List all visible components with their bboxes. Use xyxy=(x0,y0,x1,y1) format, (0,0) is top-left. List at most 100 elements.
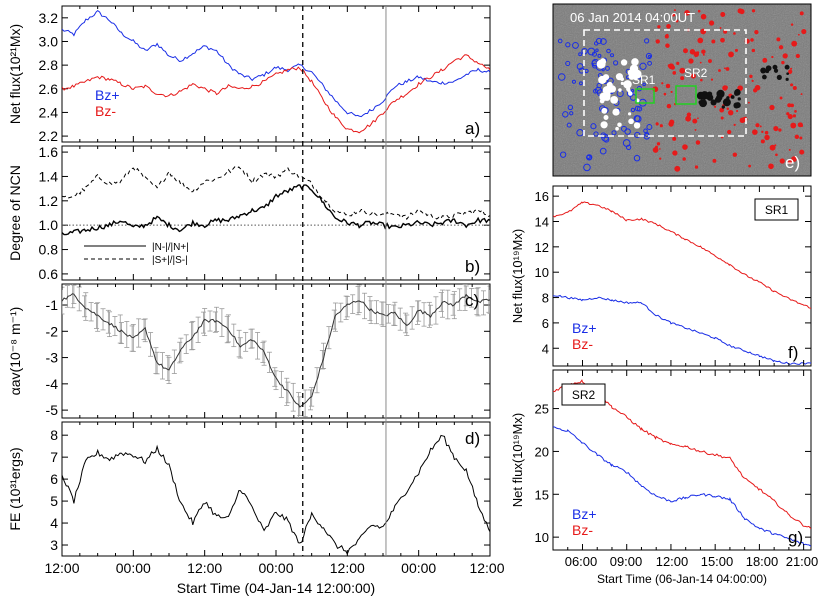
panel-f-label: f) xyxy=(788,343,798,362)
field-patch xyxy=(595,37,603,45)
left-x-tick-5: 00:00 xyxy=(401,560,436,576)
field-patch xyxy=(628,73,636,80)
y-tick-label: 12 xyxy=(535,240,549,255)
panel-a-yticks: 2.2 2.4 2.6 2.8 3.0 3.2 xyxy=(39,10,490,144)
field-patch xyxy=(779,96,783,100)
field-patch xyxy=(559,151,567,158)
field-patch xyxy=(759,125,762,128)
panel-e-magnetogram: 06 Jan 2014 04:00UT SR1 SR2 e) xyxy=(552,3,812,177)
y-tick-label: 2.2 xyxy=(39,128,59,144)
y-tick-label: 20 xyxy=(535,444,549,459)
panel-b-n-ratio-line xyxy=(62,184,490,236)
field-patch xyxy=(711,39,716,44)
field-patch xyxy=(799,136,803,140)
y-tick-label: 2.4 xyxy=(39,104,59,120)
field-patch xyxy=(639,62,647,70)
field-patch xyxy=(800,93,803,96)
magnetogram-noise xyxy=(553,4,811,176)
left-x-axis-ticks xyxy=(61,6,491,556)
field-patch xyxy=(655,39,660,44)
panel-a-bz-minus-line xyxy=(62,54,490,134)
field-patch xyxy=(791,156,797,162)
field-patch xyxy=(615,73,623,81)
y-tick-label: 4 xyxy=(50,515,58,531)
field-patch xyxy=(734,48,738,52)
field-patch xyxy=(688,58,694,64)
panel-b-label: b) xyxy=(465,257,480,276)
right-x-axis-ticks xyxy=(567,186,805,550)
field-patch xyxy=(615,126,619,131)
field-patch xyxy=(790,103,795,108)
field-patch xyxy=(737,97,741,101)
y-tick-label: -4 xyxy=(46,376,59,392)
panel-f-sr1-text: SR1 xyxy=(765,203,789,217)
field-patch xyxy=(747,101,750,104)
field-patch xyxy=(634,131,641,139)
panel-g-label: g) xyxy=(788,528,803,547)
field-patch xyxy=(700,91,709,100)
field-patch xyxy=(676,61,680,65)
field-patch xyxy=(765,69,770,74)
field-patch xyxy=(557,73,566,81)
field-patch xyxy=(578,81,583,86)
panel-c-frame xyxy=(61,283,491,419)
field-patch xyxy=(801,28,807,35)
panel-a-frame xyxy=(61,5,491,143)
field-patch xyxy=(608,85,617,93)
panel-b-s-ratio-line xyxy=(62,166,490,221)
field-patch xyxy=(652,147,659,153)
field-patch xyxy=(590,123,597,130)
field-patch xyxy=(670,90,673,93)
field-patch xyxy=(634,105,641,112)
field-patch xyxy=(572,41,579,49)
field-patch xyxy=(723,67,726,70)
y-tick-label: 10 xyxy=(535,530,549,545)
field-patch xyxy=(694,128,697,131)
field-patch xyxy=(728,109,734,116)
sr1-box xyxy=(635,88,655,104)
field-patch xyxy=(599,147,607,155)
field-patch xyxy=(601,68,605,72)
field-patch xyxy=(702,53,705,56)
field-patch xyxy=(700,78,703,82)
field-patch xyxy=(707,59,712,64)
panel-c: -1 -2 -3 -4 -5 c) αav(10⁻⁸ m⁻¹) xyxy=(7,283,491,419)
field-patch xyxy=(686,112,692,117)
field-patch xyxy=(736,109,739,113)
panel-d: 3 4 5 6 7 8 d) FE (10³¹ergs) xyxy=(7,421,491,557)
field-patch xyxy=(665,83,671,89)
panel-b-legend-s: |S+|/|S-| xyxy=(152,255,188,266)
field-patch xyxy=(671,13,676,17)
field-patch xyxy=(787,160,792,165)
field-patch xyxy=(633,154,641,162)
panel-b-legend-n: |N-|/|N+| xyxy=(152,242,189,253)
y-tick-label: 1.0 xyxy=(39,217,59,233)
field-patch xyxy=(557,38,563,44)
y-tick-label: -5 xyxy=(46,402,59,418)
field-patch xyxy=(749,74,753,79)
field-patch xyxy=(603,115,609,120)
left-x-tick-6: 12:00 xyxy=(469,560,504,576)
field-patch xyxy=(682,144,688,150)
field-patch xyxy=(762,74,767,80)
left-x-axis-label: Start Time (04-Jan-14 12:00:00) xyxy=(177,580,375,596)
field-patch xyxy=(663,92,667,96)
y-tick-label: 8 xyxy=(542,291,549,306)
field-patch xyxy=(696,51,700,54)
field-patch xyxy=(790,67,793,70)
field-patch xyxy=(719,107,725,113)
field-patch xyxy=(748,164,752,168)
field-patch xyxy=(630,107,636,113)
field-patch xyxy=(565,42,571,48)
field-patch xyxy=(587,47,596,56)
y-tick-label: 2.8 xyxy=(39,57,59,73)
field-patch xyxy=(786,112,790,116)
field-patch xyxy=(728,51,734,58)
y-tick-label: 3.0 xyxy=(39,33,59,49)
field-patch xyxy=(773,125,779,132)
y-tick-label: -2 xyxy=(46,323,59,339)
field-patch xyxy=(576,63,584,70)
field-patch xyxy=(583,163,591,172)
sr2-box xyxy=(675,85,697,105)
fov-dashed-box xyxy=(583,29,747,137)
